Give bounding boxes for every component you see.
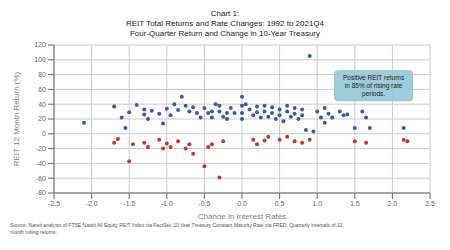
svg-text:-2.0: -2.0 (86, 200, 98, 207)
svg-text:60: 60 (38, 86, 46, 93)
svg-text:-20: -20 (36, 145, 46, 152)
html-text:Four-Quarter Return and Change: Four-Quarter Return and Change in 10-Yea… (130, 29, 320, 38)
svg-text:-80: -80 (36, 189, 46, 196)
html-text:Source: Nareit analysis of FTS: Source: Nareit analysis of FTSE Nareit A… (10, 222, 343, 228)
svg-text:-2.5: -2.5 (48, 200, 60, 207)
svg-text:-60: -60 (36, 175, 46, 182)
svg-text:-40: -40 (36, 160, 46, 167)
svg-text:in 85% of rising rate: in 85% of rising rate (345, 82, 403, 90)
svg-text:Positive REIT returns: Positive REIT returns (343, 74, 405, 81)
svg-text:20: 20 (38, 115, 46, 122)
svg-text:periods.: periods. (362, 90, 385, 98)
html-text:REIT Total Returns and Rate Ch: REIT Total Returns and Rate Changes: 199… (126, 19, 324, 28)
svg-text:80: 80 (38, 71, 46, 78)
svg-text:1.0: 1.0 (312, 200, 322, 207)
svg-text:2.5: 2.5 (425, 200, 435, 207)
svg-text:-1.0: -1.0 (161, 200, 173, 207)
html-text:month rolling returns.: month rolling returns. (10, 228, 57, 235)
svg-text:-0.5: -0.5 (198, 200, 210, 207)
svg-text:0: 0 (42, 130, 46, 137)
svg-text:2.0: 2.0 (388, 200, 398, 207)
html-text:Chart 1:: Chart 1: (210, 9, 240, 18)
svg-text:REIT 12 Month Return (%): REIT 12 Month Return (%) (12, 71, 21, 166)
svg-text:120: 120 (34, 41, 46, 48)
svg-text:1.5: 1.5 (350, 200, 360, 207)
svg-text:-1.5: -1.5 (123, 200, 135, 207)
svg-text:100: 100 (34, 56, 46, 63)
svg-text:40: 40 (38, 101, 46, 108)
svg-text:0.5: 0.5 (275, 200, 285, 207)
svg-text:0.0: 0.0 (237, 200, 247, 207)
svg-text:Change in Interest Rates: Change in Interest Rates (198, 212, 287, 219)
